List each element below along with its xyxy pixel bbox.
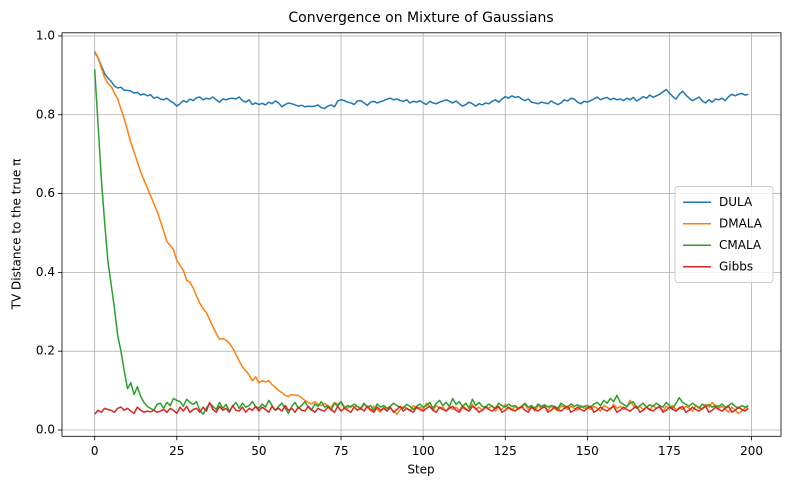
legend-box — [674, 186, 774, 284]
y-tick-label: 0.0 — [36, 422, 55, 436]
series-line — [93, 69, 749, 415]
legend-label: DULA — [719, 195, 753, 209]
legend-label: Gibbs — [719, 259, 753, 273]
legend-label: DMALA — [719, 216, 763, 230]
x-tick-label: 25 — [169, 444, 184, 458]
x-tick-label: 100 — [412, 444, 435, 458]
series-line — [94, 401, 749, 415]
y-tick-label: 0.2 — [36, 344, 55, 358]
y-tick-label: 0.8 — [36, 107, 55, 121]
series-line — [94, 50, 749, 415]
y-axis-label: TV Distance to the true π — [10, 159, 24, 311]
x-axis-label: Step — [407, 463, 434, 477]
chart-title: Convergence on Mixture of Gaussians — [288, 10, 553, 26]
y-tick-label: 0.4 — [36, 265, 55, 279]
y-tick-label: 1.0 — [36, 28, 55, 42]
plot-frame — [61, 32, 782, 437]
x-tick-label: 150 — [576, 444, 599, 458]
legend-label: CMALA — [719, 238, 762, 252]
x-tick-label: 75 — [333, 444, 348, 458]
legend: DULA DMALA CMALA Gibbs — [674, 186, 774, 284]
x-tick-label: 125 — [494, 444, 517, 458]
x-tick-label: 200 — [740, 444, 763, 458]
series-line — [94, 52, 749, 110]
x-tick-label: 0 — [91, 444, 99, 458]
y-tick-label: 0.6 — [36, 186, 55, 200]
x-tick-label: 50 — [251, 444, 266, 458]
x-tick-label: 175 — [658, 444, 681, 458]
